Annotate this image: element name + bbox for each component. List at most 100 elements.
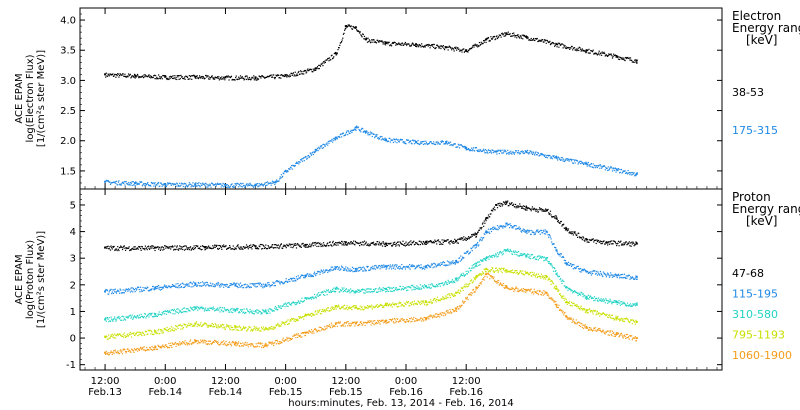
data-dot — [197, 245, 199, 247]
data-dot — [355, 291, 357, 293]
data-dot — [525, 205, 527, 207]
data-dot — [275, 182, 277, 184]
data-dot — [560, 280, 562, 282]
data-dot — [215, 324, 217, 326]
data-dot — [605, 166, 607, 169]
data-dot — [260, 313, 262, 315]
data-dot — [284, 74, 286, 76]
data-dot — [372, 133, 374, 135]
data-dot — [522, 34, 524, 36]
data-dot — [171, 183, 174, 185]
data-dot — [129, 249, 131, 252]
data-point — [344, 241, 347, 244]
data-dot — [482, 237, 484, 239]
data-dot — [261, 312, 263, 315]
data-dot — [498, 36, 500, 38]
data-dot — [235, 283, 237, 285]
data-dot — [161, 78, 163, 80]
data-dot — [142, 184, 144, 186]
data-dot — [161, 329, 163, 331]
data-dot — [124, 319, 127, 321]
data-dot — [344, 289, 346, 292]
data-dot — [412, 139, 414, 141]
data-dot — [293, 75, 295, 77]
data-dot — [403, 244, 405, 247]
data-dot — [384, 291, 387, 293]
data-dot — [578, 162, 580, 164]
data-dot — [408, 267, 410, 269]
data-dot — [316, 242, 319, 244]
data-dot — [370, 242, 372, 244]
data-dot — [310, 154, 313, 156]
data-dot — [182, 245, 184, 248]
data-dot — [264, 309, 266, 311]
data-dot — [370, 266, 372, 269]
data-dot — [180, 74, 182, 77]
data-dot — [116, 184, 118, 186]
data-dot — [449, 264, 451, 266]
data-dot — [126, 75, 128, 77]
data-dot — [609, 275, 611, 277]
data-dot — [183, 78, 185, 80]
data-dot — [233, 186, 236, 188]
data-dot — [407, 266, 409, 268]
data-dot — [416, 288, 419, 290]
data-dot — [421, 242, 423, 245]
data-dot — [273, 74, 275, 76]
data-dot — [218, 309, 220, 311]
data-dot — [210, 247, 212, 249]
data-dot — [353, 267, 355, 270]
data-dot — [315, 67, 317, 70]
data-dot — [209, 325, 212, 327]
data-dot — [502, 225, 505, 227]
data-dot — [409, 241, 411, 243]
data-dot — [465, 50, 467, 52]
data-dot — [428, 265, 431, 267]
data-dot — [576, 49, 579, 51]
data-dot — [489, 256, 491, 258]
data-dot — [342, 241, 344, 243]
data-dot — [513, 225, 515, 227]
data-dot — [274, 244, 277, 246]
data-dot — [498, 227, 500, 229]
data-dot — [527, 37, 529, 39]
data-dot — [485, 230, 487, 232]
data-dot — [117, 181, 119, 183]
data-dot — [595, 297, 597, 300]
data-dot — [105, 76, 107, 78]
data-dot — [511, 226, 514, 228]
data-dot — [487, 256, 490, 258]
data-dot — [347, 133, 349, 136]
data-dot — [144, 183, 147, 185]
data-dot — [114, 333, 116, 335]
data-dot — [390, 245, 393, 247]
data-dot — [450, 261, 452, 263]
data-dot — [294, 277, 296, 280]
data-dot — [168, 310, 171, 312]
data-point — [134, 181, 137, 184]
data-dot — [263, 245, 265, 247]
data-dot — [364, 268, 366, 271]
data-dot — [470, 269, 472, 272]
data-dot — [321, 145, 323, 147]
data-dot — [572, 290, 574, 293]
data-dot — [561, 282, 563, 285]
data-dot — [440, 282, 442, 285]
data-dot — [592, 238, 594, 240]
data-dot — [165, 77, 168, 79]
data-dot — [212, 324, 215, 326]
data-dot — [583, 50, 585, 52]
data-dot — [419, 240, 421, 242]
data-dot — [246, 75, 248, 77]
data-dot — [499, 205, 502, 207]
data-dot — [378, 287, 381, 289]
data-dot — [183, 323, 185, 325]
data-dot — [458, 277, 460, 279]
data-dot — [255, 247, 257, 250]
data-dot — [268, 308, 270, 310]
data-dot — [623, 273, 626, 275]
data-dot — [129, 249, 131, 251]
data-dot — [318, 292, 320, 294]
data-dot — [519, 205, 521, 207]
data-dot — [312, 245, 314, 247]
